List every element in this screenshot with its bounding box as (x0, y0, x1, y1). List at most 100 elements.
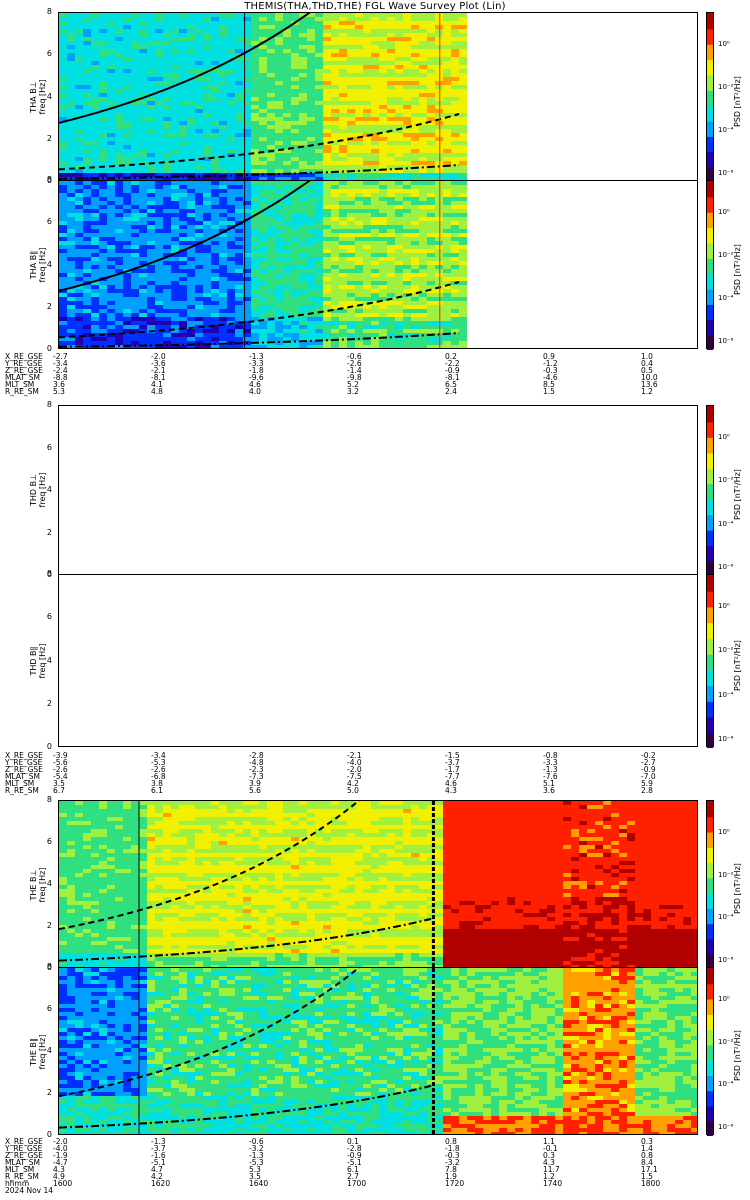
y-tick-label: 2 (46, 301, 52, 311)
ephemeris-value: -7.6 (543, 772, 558, 781)
y-tick-label: 0 (46, 344, 52, 353)
ephemeris-row: Y_RE_GSE -5.6 -5.3 -4.8 -4.0 -3.7 -3.3 -2.7 (5, 758, 745, 767)
y-tick-label: 8 (46, 569, 52, 578)
y-tick-label: 4 (46, 655, 52, 665)
ephemeris-row: Z_RE_GSE -1.9 -1.6 -1.3 -0.9 -0.3 0.3 0.8 (5, 1151, 745, 1160)
ephemeris-value: -3.7 (151, 1144, 166, 1153)
ephemeris-value: 3.9 (249, 779, 261, 788)
ephemeris-value: 6.1 (151, 786, 163, 795)
y-tick-label: 0 (46, 963, 52, 972)
ephemeris-value: -1.2 (543, 359, 558, 368)
ephemeris-row: Y_RE_GSE -3.4 -3.6 -3.3 -2.6 -2.2 -1.2 0.4 (5, 359, 745, 368)
ephemeris-row: Z_RE_GSE -2.4 -2.1 -1.8 -1.4 -0.9 -0.3 0.5 (5, 366, 745, 375)
colorbar-gradient (707, 13, 713, 182)
y-tick-label: 0 (46, 176, 52, 185)
tha-perp-spectrogram (58, 12, 698, 181)
ephemeris-value: -2.6 (53, 765, 68, 774)
colorbar-gradient (707, 181, 713, 350)
ephemeris-value: 0.1 (347, 1137, 359, 1146)
ephemeris-value: -2.0 (151, 352, 166, 361)
y-tick-label: 6 (46, 49, 52, 59)
gyrofrequency-curve (59, 281, 460, 339)
ephemeris-value: 5.1 (543, 779, 555, 788)
gyrofrequency-curve (59, 917, 432, 962)
colorbar-tick-label: 10⁻² (718, 870, 734, 879)
ephemeris-value: -5.4 (53, 772, 68, 781)
ephemeris-value: -2.0 (347, 765, 362, 774)
y-tick-label: 8 (46, 962, 52, 971)
ephemeris-name: 2024 Nov 14 (5, 1186, 54, 1195)
colorbar-tick-label: 10⁻² (718, 476, 734, 485)
gyrofrequency-curve (59, 113, 460, 171)
ephemeris-value: -1.7 (445, 765, 460, 774)
ephemeris-name: Y_RE_GSE (5, 758, 43, 767)
y-tick-label: 0 (46, 1130, 52, 1139)
ephemeris-value: -0.3 (445, 1151, 460, 1160)
ephemeris-value: 1600 (53, 1179, 73, 1188)
ephemeris-row: R_RE_SM 4.9 4.2 3.5 2.7 1.9 1.2 1.5 (5, 1172, 745, 1181)
ephemeris-value: -3.9 (53, 751, 68, 760)
ephemeris-value: 4.7 (151, 1165, 163, 1174)
colorbar (706, 800, 714, 969)
ephemeris-value: -2.6 (151, 765, 166, 774)
ephemeris-value: -5.3 (249, 1158, 264, 1167)
ephemeris-name: Z_RE_GSE (5, 366, 43, 375)
y-tick-label: 4 (46, 91, 52, 101)
ephemeris-row: Y_RE_GSE -4.0 -3.7 -3.2 -2.8 -1.8 -0.1 1.4 (5, 1144, 745, 1153)
ephemeris-value: -7.3 (249, 772, 264, 781)
colorbar-tick-label: 10⁻⁶ (718, 1123, 734, 1131)
ephemeris-value: 10.0 (641, 373, 658, 382)
ephemeris-value: 7.8 (445, 1165, 457, 1174)
colorbar-label: PSD [nT²/Hz] (733, 469, 742, 520)
ephemeris-value: 2.7 (347, 1172, 359, 1181)
ephemeris-row: MLAT_SM -4.7 -5.1 -5.3 -5.1 -3.2 4.3 8.4 (5, 1158, 745, 1167)
ephemeris-value: -7.0 (641, 772, 656, 781)
ephemeris-value: 0.8 (641, 1151, 653, 1160)
ephemeris-value: 0.3 (543, 1151, 555, 1160)
ephemeris-value: -9.6 (249, 373, 264, 382)
ephemeris-value: 1800 (641, 1179, 661, 1188)
ephemeris-value: 1.5 (543, 387, 555, 396)
colorbar-gradient (707, 968, 713, 1136)
ephemeris-value: 4.6 (445, 779, 457, 788)
ephemeris-value: 1.9 (445, 1172, 457, 1181)
colorbar-gradient (707, 801, 713, 969)
colorbar (706, 180, 714, 350)
ephemeris-value: -1.9 (53, 1151, 68, 1160)
ephemeris-value: -7.5 (347, 772, 362, 781)
ephemeris-value: 1700 (347, 1179, 367, 1188)
ephemeris-value: 3.6 (543, 786, 555, 795)
tha-par-spectrogram (58, 180, 698, 349)
ephemeris-value: -2.8 (249, 751, 264, 760)
ephemeris-value: -1.4 (347, 366, 362, 375)
colorbar-tick-label: 10⁻⁴ (718, 294, 734, 302)
ephemeris-name: R_RE_SM (5, 1172, 39, 1181)
ephemeris-value: 2.8 (641, 786, 653, 795)
ephemeris-value: 1.5 (641, 1172, 653, 1181)
colorbar-tick-label: 10⁻⁴ (718, 1080, 734, 1089)
y-tick-label: 6 (46, 612, 52, 622)
colorbar-gradient (707, 406, 713, 576)
ephemeris-value: -0.2 (641, 751, 656, 760)
colorbar-tick-label: 10⁻² (718, 251, 734, 259)
ephemeris-value: -2.4 (53, 366, 68, 375)
ephemeris-value: -1.3 (249, 352, 264, 361)
ephemeris-value: -9.8 (347, 373, 362, 382)
ephemeris-value: -1.8 (445, 1144, 460, 1153)
ephemeris-value: 5.6 (249, 786, 261, 795)
ephemeris-value: 0.5 (641, 366, 653, 375)
ephemeris-value: -3.7 (445, 758, 460, 767)
ephemeris-value: 8.4 (641, 1158, 653, 1167)
ephemeris-row: Z_RE_GSE -2.6 -2.6 -2.3 -2.0 -1.7 -1.3 -0.9 (5, 765, 745, 774)
colorbar-tick-label: 10⁻⁴ (718, 126, 734, 134)
ephemeris-name: hhmm (5, 1179, 30, 1188)
ephemeris-value: 4.3 (445, 786, 457, 795)
ephemeris-value: -1.8 (249, 366, 264, 375)
y-tick-label: 8 (46, 7, 52, 16)
ephemeris-value: 3.2 (347, 387, 359, 396)
ephemeris-value: 0.2 (445, 352, 457, 361)
ephemeris-name: MLT_SM (5, 1165, 35, 1174)
y-tick-label: 6 (46, 837, 52, 846)
ephemeris-value: 4.1 (151, 380, 163, 389)
ephemeris-value: 5.9 (641, 779, 653, 788)
